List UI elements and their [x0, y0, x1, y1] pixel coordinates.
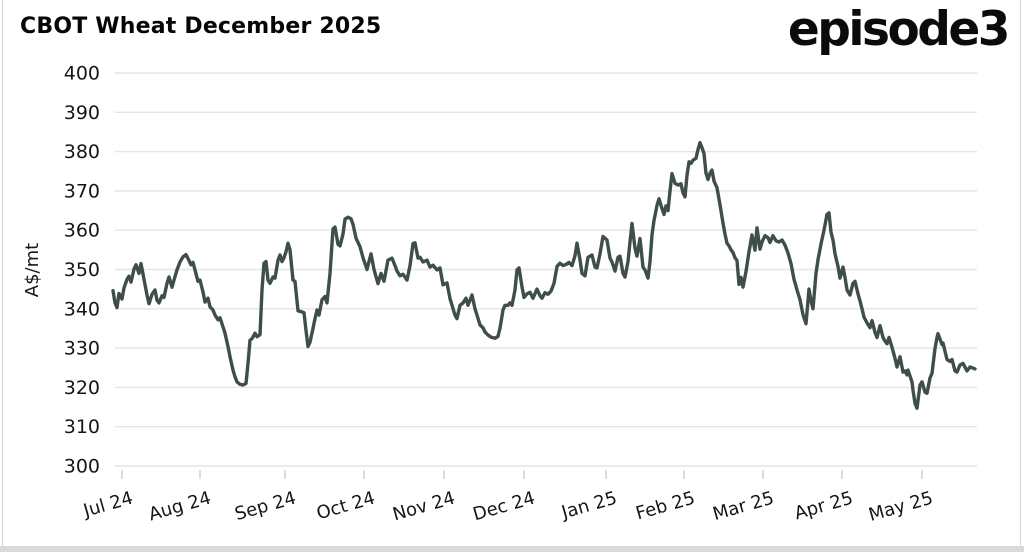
page-right-border [1020, 0, 1021, 546]
x-tick-label: Oct 24 [314, 488, 377, 525]
x-tick-label: Sep 24 [232, 488, 298, 525]
episode3-logo: episode3 [787, 2, 1011, 57]
x-tick-label: Jul 24 [80, 488, 135, 522]
y-tick-label: 330 [64, 338, 100, 360]
y-axis-title: A$/mt [22, 243, 43, 297]
x-tick-label: Dec 24 [471, 488, 538, 526]
y-tick-label: 350 [64, 259, 100, 281]
y-tick-label: 300 [64, 456, 100, 478]
price-line [111, 140, 977, 410]
y-tick-label: 380 [64, 141, 100, 163]
x-tick-label: Nov 24 [390, 488, 457, 526]
y-tick-label: 400 [64, 63, 100, 85]
x-tick-label: Aug 24 [146, 488, 213, 526]
x-tick-label: May 25 [866, 488, 935, 526]
y-tick-label: 310 [64, 416, 100, 438]
page-bottom-bar [0, 546, 1024, 552]
page-title: CBOT Wheat December 2025 [20, 14, 382, 39]
x-tick-label: Apr 25 [792, 488, 855, 525]
y-tick-label: 360 [64, 220, 100, 242]
x-tick-label: Feb 25 [633, 488, 697, 525]
page-left-border [2, 0, 3, 546]
y-tick-label: 390 [64, 102, 100, 124]
x-tick-label: Mar 25 [710, 488, 776, 525]
y-tick-label: 320 [64, 377, 100, 399]
x-tick-label: Jan 25 [558, 488, 619, 524]
y-tick-label: 340 [64, 298, 100, 320]
y-tick-label: 370 [64, 180, 100, 202]
